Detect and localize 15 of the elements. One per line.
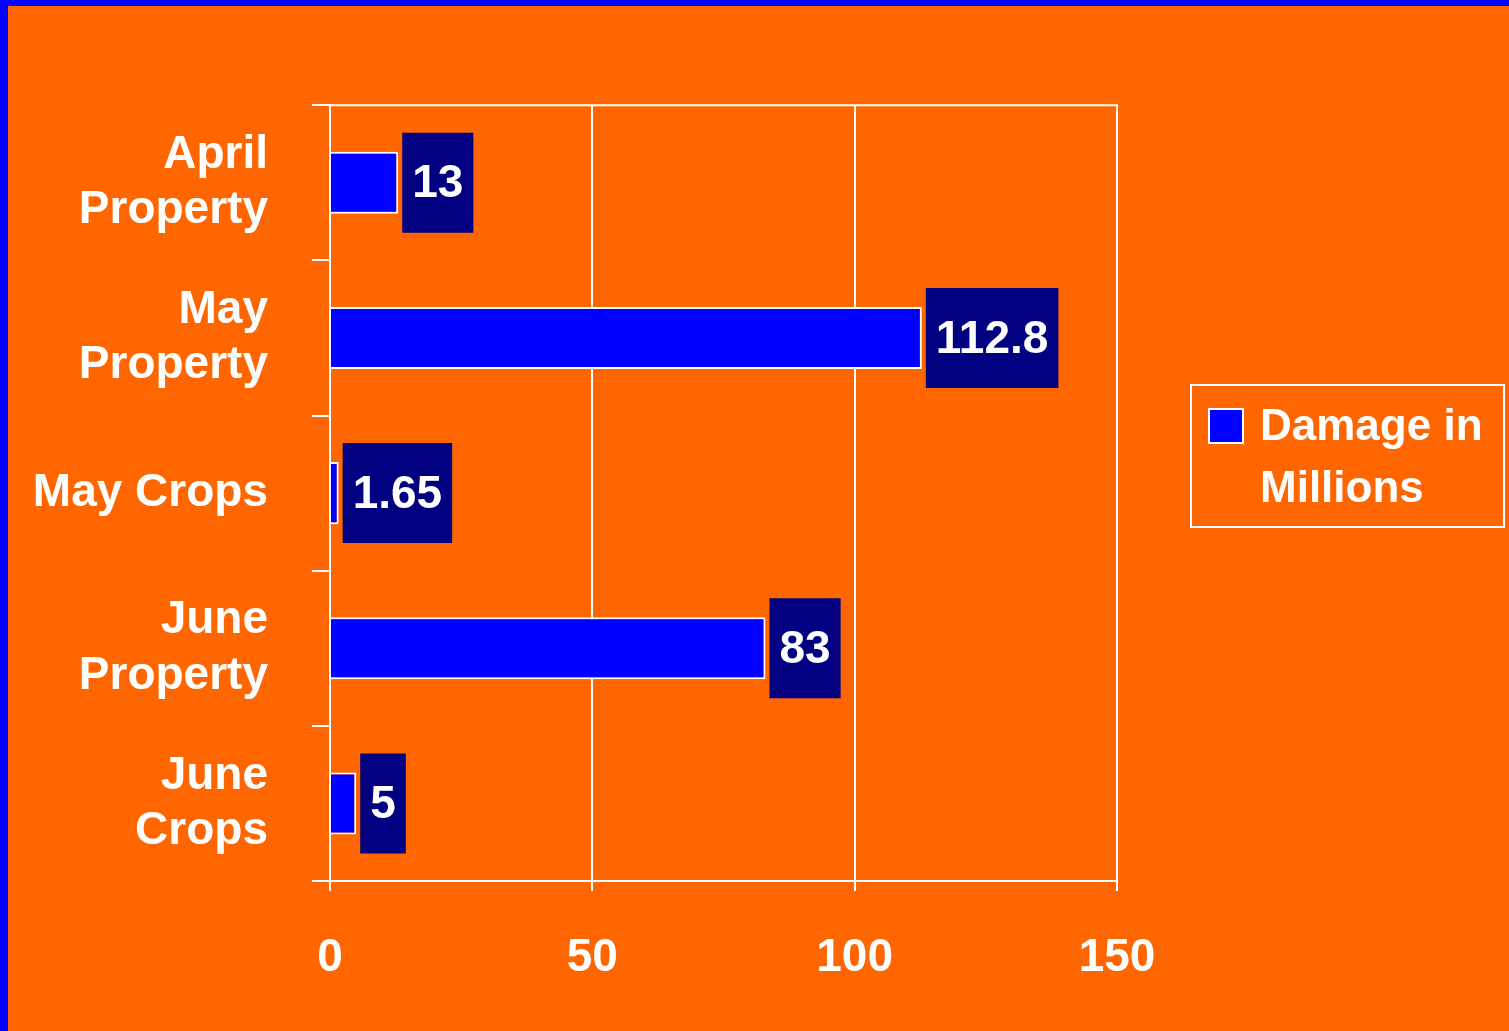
y-tick-label: May Crops [32,463,268,516]
data-label: 5 [370,776,396,829]
x-tick-label: 150 [1078,929,1156,982]
y-tick-label: April Property [78,125,269,234]
y-tick-label: May Property [78,281,269,389]
y-tick-label: June Property [78,591,269,699]
x-tick-label: 50 [566,929,618,982]
data-label: 83 [779,620,831,673]
y-tick-label: June Crops [135,746,268,854]
legend-label: Damage in Millions [1260,399,1484,513]
x-tick-label: 0 [317,929,343,982]
data-label: 112.8 [935,310,1049,363]
x-tick-label: 100 [816,929,894,982]
data-label: 1.65 [352,465,443,518]
data-label: 13 [412,155,464,208]
